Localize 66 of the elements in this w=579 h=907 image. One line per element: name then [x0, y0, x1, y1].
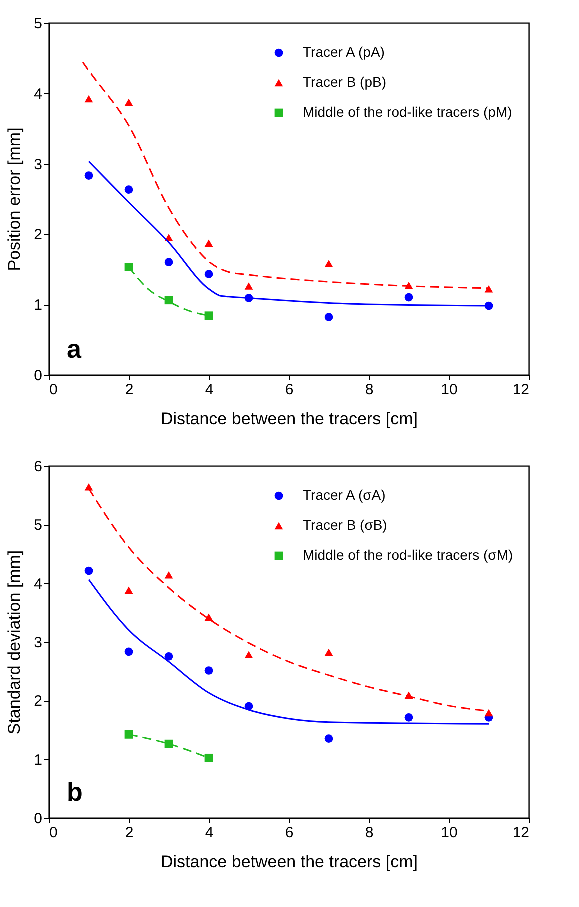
legend-label: Tracer B (σB) [303, 517, 388, 533]
point [164, 258, 174, 267]
y-tick-label: 0 [34, 368, 42, 384]
point [404, 714, 414, 722]
x-tick-label: 6 [285, 382, 294, 398]
point [124, 98, 134, 106]
point [84, 172, 94, 180]
x-tick-label: 4 [205, 824, 214, 842]
x-tick-label: 2 [125, 824, 134, 842]
point [204, 270, 214, 279]
y-tick-label: 4 [34, 576, 42, 593]
legend-label: Middle of the rod-like tracers (pM) [303, 104, 512, 120]
point [124, 586, 134, 594]
point [84, 95, 94, 103]
x-tick-label: 12 [512, 382, 530, 398]
annotation: b [67, 777, 83, 807]
x-tick-label: 4 [205, 382, 214, 398]
point [244, 282, 254, 290]
y-axis-title: Position error [mm] [5, 128, 24, 272]
y-tick-label: 5 [34, 517, 42, 534]
point [324, 734, 334, 743]
y-tick-label: 3 [34, 156, 42, 174]
x-axis-title: Distance between the tracers [cm] [160, 852, 418, 872]
x-tick-label: 10 [441, 382, 458, 398]
point [164, 652, 174, 661]
line-series [88, 579, 490, 725]
y-tick-label: 6 [34, 458, 42, 476]
x-tick-label: 0 [50, 382, 58, 398]
annotation: a [67, 334, 82, 364]
point [84, 566, 94, 576]
point [204, 240, 214, 247]
x-axis-title: Distance between the tracers [cm] [160, 410, 418, 428]
y-tick-label: 4 [34, 86, 42, 103]
point [124, 186, 134, 194]
point [324, 313, 334, 322]
x-tick-label: 6 [285, 824, 294, 842]
legend-label: Tracer A (pA) [303, 44, 385, 60]
y-tick-label: 1 [34, 297, 42, 314]
point [204, 754, 214, 762]
y-tick-label: 5 [34, 16, 42, 32]
point [164, 740, 174, 748]
x-tick-label: 2 [125, 382, 134, 398]
y-tick-label: 1 [34, 752, 42, 769]
y-tick-label: 2 [34, 693, 42, 710]
point [204, 614, 214, 621]
point [124, 648, 134, 656]
y-tick-label: 0 [34, 810, 42, 828]
point [204, 666, 214, 675]
legend-label: Middle of the rod-like tracers (σM) [303, 547, 514, 563]
point [324, 648, 334, 656]
x-tick-label: 0 [50, 824, 58, 842]
point [404, 293, 414, 302]
x-tick-label: 8 [365, 824, 374, 842]
y-tick-label: 2 [34, 226, 42, 244]
legend-label: Tracer A (σA) [303, 487, 386, 503]
point [204, 312, 214, 320]
point [164, 571, 174, 579]
x-tick-label: 12 [512, 824, 530, 842]
point [324, 260, 334, 268]
x-tick-label: 8 [365, 382, 374, 398]
point [244, 651, 254, 659]
y-tick-label: 3 [34, 634, 42, 652]
legend-label: Tracer B (pB) [303, 74, 386, 90]
x-tick-label: 10 [441, 824, 458, 842]
y-axis-title: Standard deviation [mm] [5, 550, 24, 735]
point [484, 709, 494, 717]
